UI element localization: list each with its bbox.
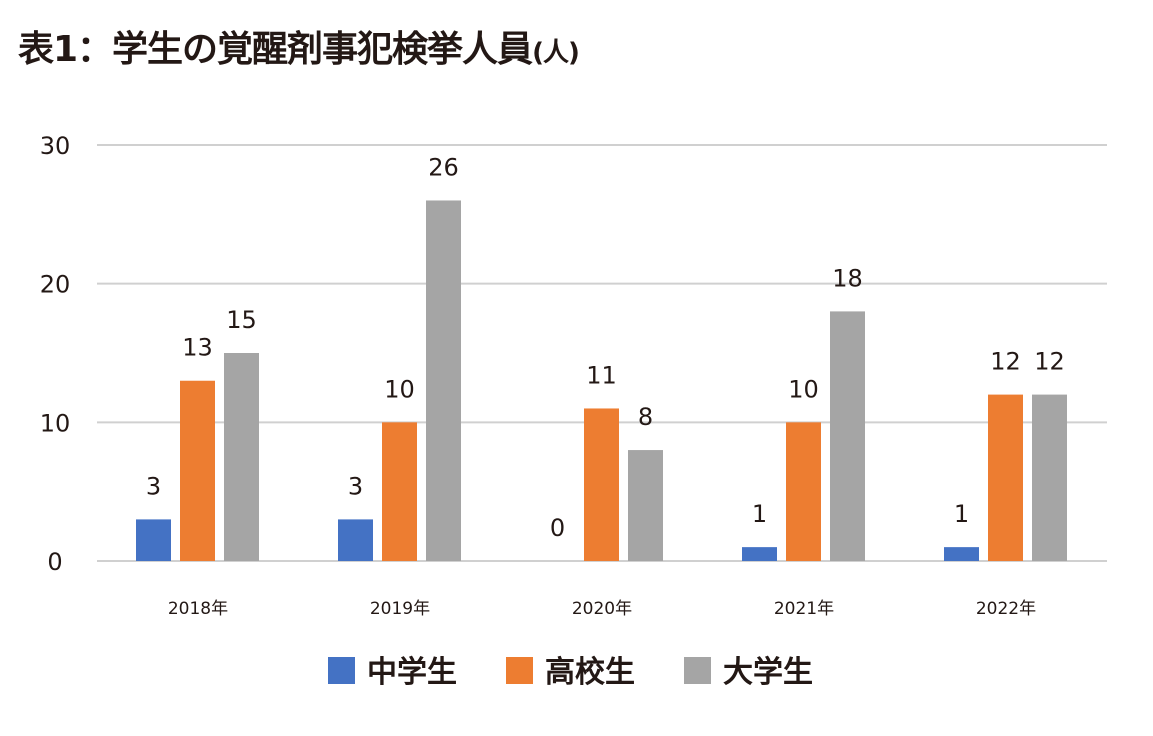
bar [1032,394,1067,561]
bar [224,353,259,561]
bar [830,311,865,561]
bar [742,547,777,561]
x-tick-label: 2019年 [370,599,430,619]
x-tick-label: 2021年 [774,599,834,619]
data-label: 15 [226,306,257,334]
chart-title: 表1：学生の覚醒剤事犯検挙人員(人) [18,20,580,72]
bar [180,380,215,561]
legend-swatch [506,657,533,684]
data-label: 10 [384,375,415,403]
bar [338,519,373,561]
bar [426,200,461,561]
legend-swatch [328,657,355,684]
data-label: 10 [788,375,819,403]
bar [988,394,1023,561]
data-label: 3 [146,472,161,500]
data-label: 13 [182,334,213,362]
legend-label: 中学生 [367,655,457,690]
data-label: 11 [586,361,617,389]
legend-swatch [684,657,711,684]
bar [584,408,619,561]
data-label: 1 [752,500,767,528]
bar [628,450,663,561]
y-tick-label: 0 [47,548,62,576]
bar [382,422,417,561]
y-tick-label: 20 [40,271,71,299]
data-label: 3 [348,472,363,500]
data-label: 12 [990,348,1021,376]
legend-label: 大学生 [723,655,813,690]
title-text: 表1：学生の覚醒剤事犯検挙人員 [18,29,533,70]
data-label: 12 [1034,348,1065,376]
bar [136,519,171,561]
data-label: 18 [832,264,863,292]
title-unit: (人) [532,38,580,68]
data-label: 26 [428,153,459,181]
data-label: 1 [954,500,969,528]
y-tick-label: 10 [40,409,71,437]
y-tick-label: 30 [40,132,71,160]
x-tick-label: 2020年 [572,599,632,619]
bar [944,547,979,561]
legend-label: 高校生 [545,655,635,690]
x-tick-label: 2018年 [168,599,228,619]
data-label: 8 [638,403,653,431]
x-tick-label: 2022年 [976,599,1036,619]
bar [786,422,821,561]
data-label: 0 [550,514,565,542]
